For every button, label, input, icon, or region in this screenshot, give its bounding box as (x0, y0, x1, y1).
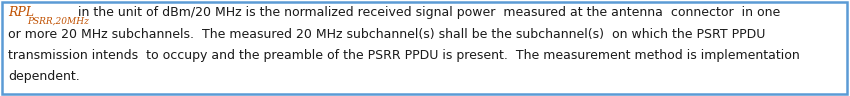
Text: transmission intends  to occupy and the preamble of the PSRR PPDU is present.  T: transmission intends to occupy and the p… (8, 49, 800, 62)
Text: in the unit of dBm/20 MHz is the normalized received signal power  measured at t: in the unit of dBm/20 MHz is the normali… (74, 6, 780, 19)
Text: or more 20 MHz subchannels.  The measured 20 MHz subchannel(s) shall be the subc: or more 20 MHz subchannels. The measured… (8, 28, 765, 41)
FancyBboxPatch shape (2, 2, 847, 94)
Text: dependent.: dependent. (8, 70, 80, 83)
Text: RPL: RPL (8, 6, 34, 19)
Text: PSRR,20MHz: PSRR,20MHz (27, 17, 89, 26)
